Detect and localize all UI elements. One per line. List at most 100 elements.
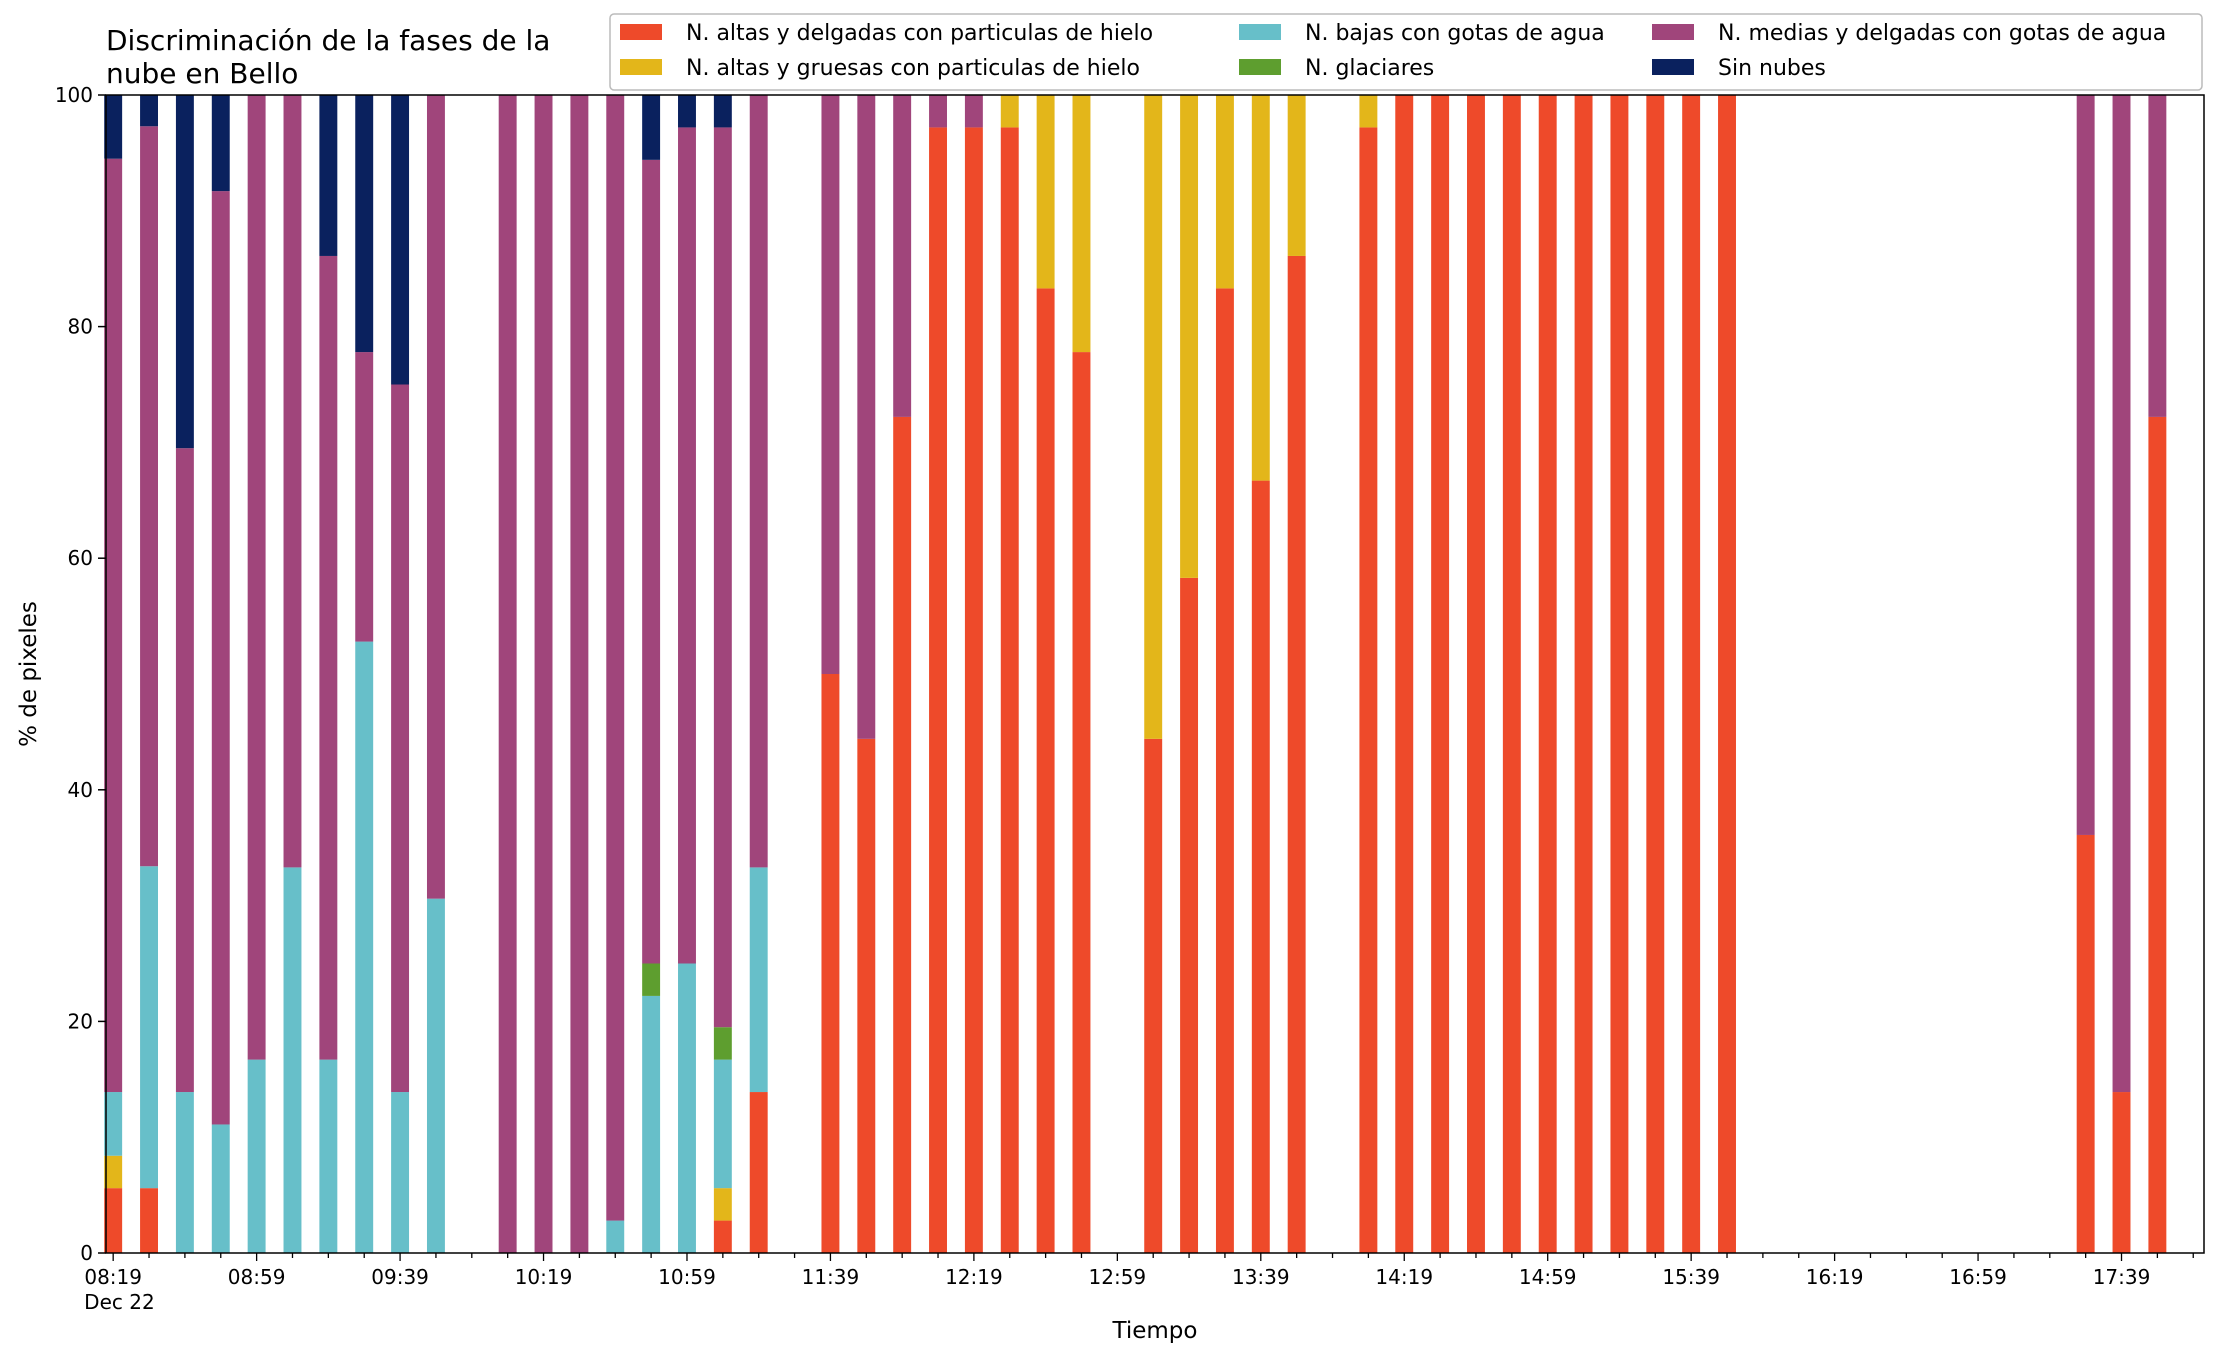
- bar-segment-bajas: [355, 641, 374, 1253]
- bar-segment-altas-gruesas: [1180, 95, 1199, 578]
- bar-segment-altas-delgadas: [749, 1092, 768, 1253]
- bar-segment-altas-gruesas: [1287, 95, 1306, 256]
- bar-segment-altas-delgadas: [1000, 127, 1019, 1253]
- legend-swatch-bajas: [1239, 24, 1281, 40]
- bar-segment-medias: [534, 95, 553, 1253]
- legend-frame: [609, 13, 2203, 91]
- x-tick-label: 14:19: [1375, 1265, 1433, 1289]
- legend: N. altas y delgadas con particulas de hi…: [609, 13, 2203, 91]
- bar-segment-glaciares: [642, 963, 661, 996]
- bar-segment-medias: [2076, 95, 2095, 835]
- bar-segment-altas-delgadas: [821, 674, 840, 1253]
- bar-segment-medias: [642, 159, 661, 964]
- bar-segment-altas-delgadas: [1287, 255, 1306, 1253]
- bar-segment-sin-nubes: [642, 95, 661, 160]
- bar-segment-medias: [857, 95, 876, 739]
- bar-segment-bajas: [283, 867, 302, 1253]
- y-axis-label: % de pixeles: [16, 601, 42, 747]
- x-tick-label: 10:19: [515, 1265, 573, 1289]
- x-tick-label: 08:19: [84, 1265, 142, 1289]
- bar-segment-medias: [713, 127, 732, 1028]
- x-tick-label: 15:39: [1662, 1265, 1720, 1289]
- plot-area-frame: [105, 94, 2205, 1254]
- bar-segment-altas-delgadas: [1395, 95, 1414, 1253]
- bar-segment-sin-nubes: [713, 95, 732, 128]
- x-tick-label: 13:39: [1232, 1265, 1290, 1289]
- bar-segment-bajas: [678, 963, 696, 1253]
- legend-swatch-sin-nubes: [1652, 59, 1694, 75]
- legend-label-glaciares: N. glaciares: [1305, 56, 1434, 81]
- bar-segment-altas-delgadas: [1574, 95, 1593, 1253]
- bar-segment-bajas: [319, 1059, 338, 1253]
- bar-segment-medias: [247, 95, 266, 1060]
- y-tick-label: 40: [68, 778, 93, 802]
- bar-segment-altas-delgadas: [1251, 480, 1270, 1253]
- bar-segment-sin-nubes: [104, 95, 123, 159]
- bar-segment-altas-delgadas: [964, 127, 983, 1253]
- chart-title: Discriminación de la fases de la nube en…: [106, 24, 550, 90]
- y-tick-label: 80: [68, 315, 93, 339]
- bar-segment-altas-gruesas: [1359, 95, 1378, 128]
- bar-segment-altas-gruesas: [104, 1155, 123, 1189]
- bar-segment-altas-delgadas: [1718, 95, 1736, 1253]
- bar-segment-altas-delgadas: [713, 1220, 732, 1253]
- legend-label-altas-gruesas: N. altas y gruesas con particulas de hie…: [686, 56, 1140, 81]
- bar-segment-medias: [426, 95, 445, 899]
- bar-segment-sin-nubes: [355, 95, 374, 353]
- y-tick-label: 20: [68, 1009, 93, 1033]
- bar-segment-bajas: [247, 1059, 266, 1253]
- x-axis-label: Tiempo: [1112, 1318, 1198, 1344]
- legend-swatch-altas-delgadas: [620, 24, 662, 40]
- bar-segment-altas-delgadas: [857, 738, 876, 1253]
- bar-segment-medias: [678, 127, 696, 964]
- bar-segment-altas-gruesas: [1000, 95, 1019, 128]
- bar-segment-medias: [2112, 95, 2131, 1093]
- bar-segment-altas-gruesas: [1036, 95, 1055, 289]
- x-tick-label: 08:59: [228, 1265, 286, 1289]
- bar-segment-altas-delgadas: [1538, 95, 1557, 1253]
- bar-segment-altas-delgadas: [1610, 95, 1629, 1253]
- bar-segment-sin-nubes: [211, 95, 230, 192]
- legend-swatch-glaciares: [1239, 59, 1281, 75]
- bar-segment-medias: [319, 255, 338, 1060]
- bar-segment-medias: [391, 384, 410, 1093]
- bar-segment-sin-nubes: [678, 95, 696, 128]
- bar-segment-medias: [749, 95, 768, 868]
- bar-segment-medias: [929, 95, 947, 128]
- bar-segment-medias: [498, 95, 517, 1253]
- x-tick-sublabel: Dec 22: [84, 1290, 155, 1314]
- x-tick-label: 11:39: [802, 1265, 860, 1289]
- bar-segment-medias: [2148, 95, 2167, 417]
- legend-label-altas-delgadas: N. altas y delgadas con particulas de hi…: [686, 21, 1153, 46]
- legend-label-medias: N. medias y delgadas con gotas de agua: [1718, 21, 2166, 46]
- bar-segment-medias: [893, 95, 912, 417]
- bar-segment-altas-delgadas: [1502, 95, 1521, 1253]
- bar-segment-sin-nubes: [140, 95, 158, 127]
- bar-segment-altas-delgadas: [1467, 95, 1485, 1253]
- bar-segment-medias: [964, 95, 983, 128]
- y-tick-label: 0: [80, 1241, 93, 1265]
- bar-segment-altas-delgadas: [2076, 834, 2095, 1253]
- bar-segment-medias: [606, 95, 625, 1221]
- x-tick-label: 14:59: [1519, 1265, 1577, 1289]
- bar-segment-bajas: [642, 995, 661, 1253]
- x-tick-label: 12:19: [945, 1265, 1003, 1289]
- bar-segment-bajas: [749, 867, 768, 1093]
- bar-segment-bajas: [391, 1092, 410, 1253]
- legend-label-sin-nubes: Sin nubes: [1718, 56, 1826, 81]
- bar-segment-sin-nubes: [319, 95, 338, 256]
- legend-swatch-medias: [1652, 24, 1694, 40]
- bar-segment-altas-delgadas: [929, 127, 947, 1253]
- bar-segment-bajas: [104, 1092, 123, 1156]
- y-axis-ticks: 0 20 40 60 80 100: [55, 83, 106, 1265]
- bar-segment-altas-delgadas: [1682, 95, 1701, 1253]
- chart-title-line-2: nube en Bello: [106, 57, 298, 90]
- bar-segment-medias: [570, 95, 589, 1253]
- x-tick-label: 12:59: [1089, 1265, 1147, 1289]
- bar-segment-altas-gruesas: [1144, 95, 1163, 739]
- bar-segment-altas-delgadas: [893, 416, 912, 1253]
- x-tick-label: 16:19: [1806, 1265, 1864, 1289]
- bar-segment-altas-delgadas: [1036, 288, 1055, 1253]
